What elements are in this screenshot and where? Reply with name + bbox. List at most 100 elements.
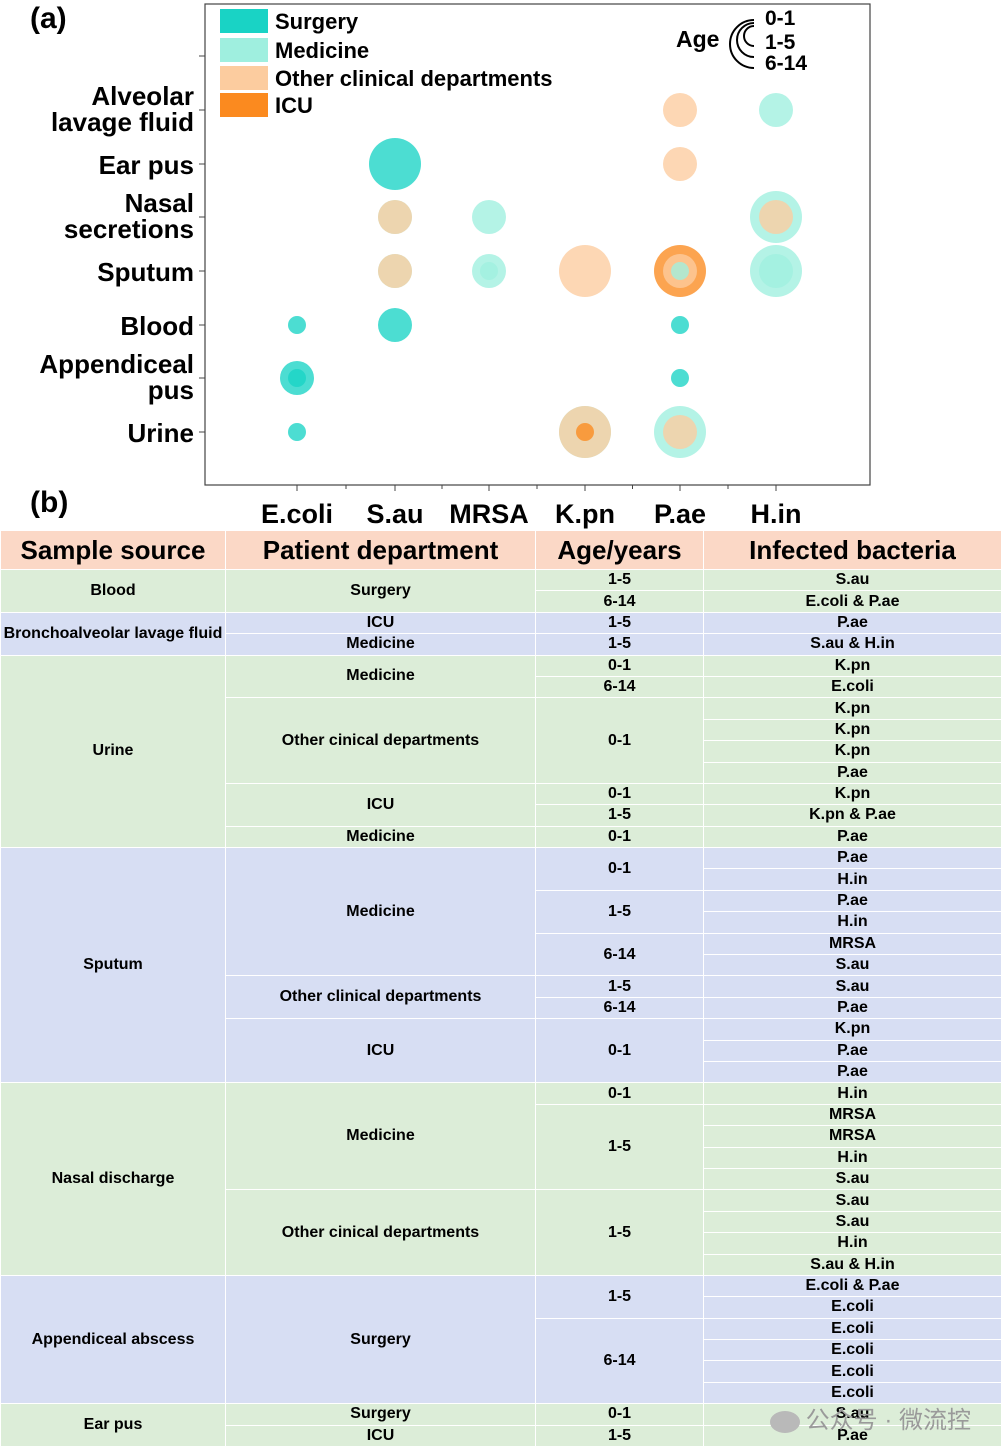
x-tick-label: E.coli [261, 499, 333, 529]
bubble-chart: E.coli S.au MRSA K.pn P.ae H.in Urine Appendice… [39, 3, 871, 529]
table-row: E.coli [1, 1360, 1001, 1383]
age-cell: 0-1 [535, 1082, 704, 1105]
bacteria-cell: S.au & H.in [703, 1253, 1001, 1276]
age-cell: 0-1 [535, 697, 704, 784]
table-row: Urine Medicine 0-1 K.pn [0, 654, 1001, 849]
table-row: Nasal discharge Medicine 0-1 H.in [0, 1082, 1001, 1276]
table-row: E.coli [1, 1296, 1001, 1319]
legend-label: Other clinical departments [275, 66, 553, 91]
header-cell-2: Patient department [225, 530, 536, 570]
age-legend-arc [743, 25, 755, 47]
bacteria-cell: H.in [703, 868, 1001, 891]
bubble-point [663, 415, 697, 449]
age-cell: 1-5 [535, 1424, 704, 1448]
table-row: P.ae [1, 761, 1001, 784]
department-cell: Surgery [225, 569, 536, 613]
bubble-point [378, 308, 412, 342]
watermark-text: 公众号 · 微流控 [805, 1407, 971, 1434]
table-row: Blood Surgery 1-5 S.au [0, 568, 1001, 613]
bubble-point [288, 316, 306, 334]
department-cell: Medicine [225, 633, 536, 656]
bubble-point [671, 262, 689, 280]
table-row: P.ae [1, 1060, 1001, 1084]
table-row: Sputum Medicine 0-1 P.ae [0, 847, 1001, 1084]
bubble-point [472, 200, 506, 234]
bacteria-cell: E.coli [703, 1360, 1001, 1383]
bacteria-cell: S.au [703, 1210, 1001, 1234]
table-row: S.au & H.in [1, 1253, 1001, 1276]
header-cell-3: Age/years [535, 530, 704, 570]
bubble-point [759, 93, 793, 127]
bacteria-cell: E.coli & P.ae [703, 1274, 1001, 1298]
age-cell: 0-1 [535, 1018, 704, 1084]
table-row: Bronchoalveolar lavage fluid ICU 1-5 P.ae [0, 611, 1001, 656]
age-cell: 1-5 [535, 1103, 704, 1191]
sample-source-cell: Sputum [0, 847, 226, 1084]
age-legend-label: 1-5 [765, 31, 796, 54]
department-cell: Medicine [225, 654, 536, 699]
bubble-point [288, 423, 306, 441]
age-cell: 1-5 [535, 611, 704, 635]
bacteria-cell: S.au [703, 975, 1001, 998]
y-tick-label: Sputum [97, 257, 194, 287]
bacteria-cell: H.in [703, 1232, 1001, 1255]
bacteria-cell: E.coli [703, 1317, 1001, 1341]
legend-label: ICU [275, 93, 313, 118]
sample-source-cell: Ear pus [0, 1403, 226, 1448]
table-row: E.coli [1, 1339, 1001, 1362]
age-cell: 0-1 [535, 782, 704, 806]
bacteria-cell: H.in [703, 1082, 1001, 1105]
bubble-point [480, 262, 498, 280]
bubble-point [369, 138, 421, 190]
x-tick-label: MRSA [449, 499, 529, 529]
age-cell: 1-5 [535, 568, 704, 592]
table-row: 6-14 E.coli & P.ae [1, 590, 1001, 613]
bacteria-cell: K.pn [703, 1018, 1001, 1041]
table-row: H.in [1, 1232, 1001, 1255]
department-cell: ICU [225, 782, 536, 827]
department-cell: Medicine [225, 825, 536, 849]
legend-swatch [220, 93, 268, 117]
age-legend-arc [729, 19, 755, 69]
bacteria-cell: S.au & H.in [703, 633, 1001, 656]
age-cell: 1-5 [535, 633, 704, 656]
bacteria-cell: S.au [703, 1167, 1001, 1191]
bubble-point [671, 369, 689, 387]
table-header-row: Sample source Patient department Age/years… [0, 530, 1001, 570]
legend-swatch [220, 9, 268, 33]
bubble-point [288, 369, 306, 387]
table-row: Appendiceal abscess Surgery 1-5 E.coli & P.… [0, 1274, 1001, 1405]
age-cell: 0-1 [535, 847, 704, 891]
sample-source-cell: Nasal discharge [0, 1082, 226, 1276]
bacteria-cell: P.ae [703, 889, 1001, 913]
bacteria-cell: K.pn [703, 718, 1001, 742]
x-tick-label: P.ae [654, 499, 706, 529]
header-cell-1: Sample source [0, 530, 226, 570]
bacteria-cell: P.ae [703, 1039, 1001, 1062]
age-cell: 1-5 [535, 804, 704, 827]
y-tick-label: secretions [64, 214, 194, 244]
legend-label: Surgery [275, 9, 359, 34]
age-cell: 0-1 [535, 654, 704, 677]
table-row: H.in [1, 1146, 1001, 1169]
bubble-point [663, 147, 697, 181]
department-cell: Other cinical departments [225, 697, 536, 784]
bacteria-cell: H.in [703, 1146, 1001, 1169]
age-legend-title: Age [676, 26, 719, 52]
age-cell: 1-5 [535, 975, 704, 998]
sample-source-cell: Blood [0, 569, 226, 613]
department-cell: Medicine [225, 1082, 536, 1191]
age-cell: 6-14 [535, 590, 704, 613]
age-cell: 0-1 [535, 1403, 704, 1426]
table-row: Other cinical departments 1-5 S.au [1, 1189, 1001, 1276]
y-tick-label: Ear pus [99, 150, 194, 180]
bacteria-cell: E.coli [703, 1296, 1001, 1319]
table-row: 6-14 E.coli [1, 675, 1001, 699]
table-row: S.au [1, 1167, 1001, 1191]
bubble-point [559, 245, 611, 297]
header-cell-4: Infected bacteria [703, 530, 1001, 570]
table-row: H.in [1, 868, 1001, 891]
bacteria-cell: K.pn [703, 782, 1001, 806]
panel-b-label: (b) [30, 486, 69, 519]
table-row: 1-5 MRSA [1, 1103, 1001, 1191]
